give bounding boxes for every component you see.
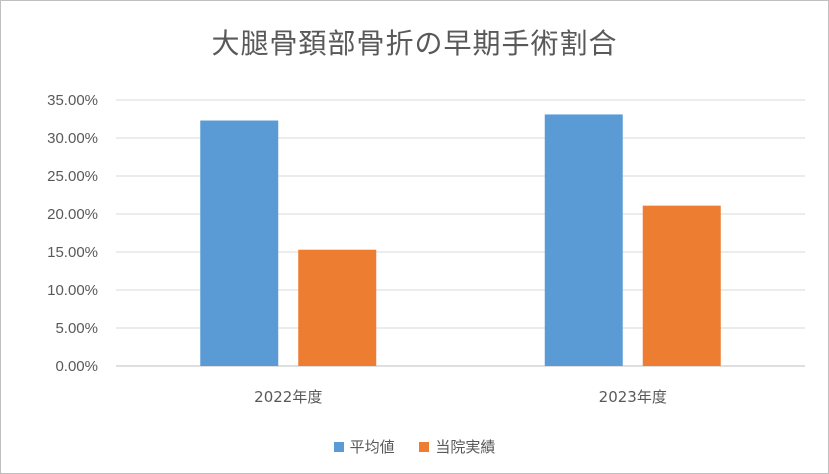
y-tick-label: 5.00%: [55, 320, 98, 337]
x-category-label: 2022年度: [254, 388, 322, 406]
y-tick-label: 25.00%: [47, 168, 98, 185]
y-tick-label: 0.00%: [55, 358, 98, 375]
legend-item-hospital: 当院実績: [419, 436, 495, 457]
y-tick-label: 35.00%: [47, 92, 98, 109]
chart-legend: 平均値 当院実績: [0, 436, 829, 457]
chart-title: 大腿骨頚部骨折の早期手術割合: [211, 27, 618, 60]
bar-average-0: [200, 120, 279, 367]
bar-hospital-1: [642, 205, 721, 366]
legend-label-average: 平均値: [349, 438, 395, 456]
legend-swatch-average: [333, 441, 344, 452]
legend-label-hospital: 当院実績: [435, 438, 496, 456]
y-tick-label: 15.00%: [47, 244, 98, 261]
y-tick-label: 10.00%: [47, 282, 98, 299]
bar-hospital-0: [298, 249, 377, 366]
legend-swatch-hospital: [419, 441, 430, 452]
y-tick-label: 30.00%: [47, 130, 98, 147]
x-category-label: 2023年度: [599, 388, 667, 406]
bar-average-1: [544, 114, 623, 366]
y-tick-label: 20.00%: [47, 206, 98, 223]
legend-item-average: 平均値: [333, 436, 395, 457]
